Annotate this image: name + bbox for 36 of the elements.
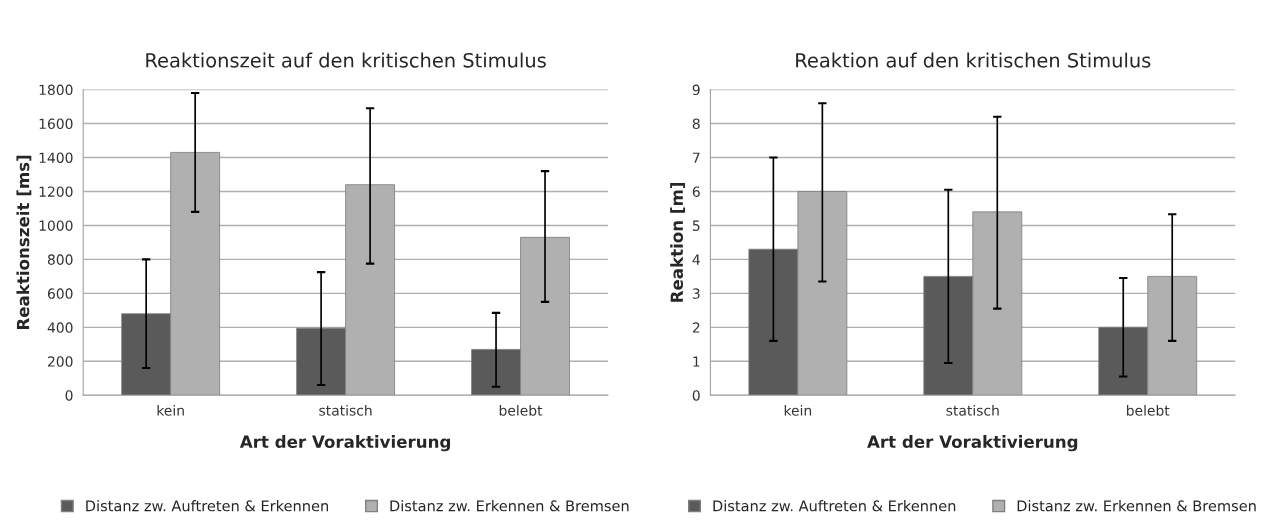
legend-label: Distanz zw. Erkennen & Bremsen <box>390 500 629 512</box>
x-tick-label: statisch <box>946 404 999 416</box>
x-axis-title: Art der Voraktivierung <box>239 435 450 452</box>
y-tick-label: 200 <box>47 356 73 367</box>
y-tick-label: 6 <box>692 186 700 197</box>
legend-label: Distanz zw. Erkennen & Bremsen <box>1017 500 1256 512</box>
x-axis-title: Art der Voraktivierung <box>867 435 1078 452</box>
y-tick-label: 0 <box>65 390 73 401</box>
y-tick-label: 3 <box>692 288 700 299</box>
y-axis-title: Reaktionszeit [ms] <box>16 155 32 330</box>
x-tick-label: belebt <box>1126 404 1170 416</box>
y-axis-title: Reaktion [m] <box>670 182 686 302</box>
y-tick-label: 2 <box>692 322 700 333</box>
x-tick-label: belebt <box>499 404 543 416</box>
y-tick-label: 800 <box>47 254 73 265</box>
legend-label: Distanz zw. Auftreten & Erkennen <box>86 500 328 512</box>
x-tick-label: kein <box>784 404 812 416</box>
y-tick-label: 1 <box>693 356 700 367</box>
chart-title: Reaktion auf den kritischen Stimulus <box>796 52 1151 68</box>
y-tick-label: 1200 <box>39 186 73 197</box>
legend-label: Distanz zw. Auftreten & Erkennen <box>713 500 956 512</box>
x-tick-label: statisch <box>319 404 372 416</box>
y-tick-label: 7 <box>692 152 700 163</box>
y-tick-label: 600 <box>47 288 73 299</box>
y-tick-label: 5 <box>692 220 700 231</box>
chart-title: Reaktionszeit auf den kritischen Stimulus <box>146 52 546 68</box>
y-tick-label: 1000 <box>39 220 73 231</box>
y-tick-label: 0 <box>692 390 700 401</box>
y-tick-label: 9 <box>692 84 700 96</box>
y-tick-label: 1600 <box>39 118 73 130</box>
y-tick-label: 1800 <box>39 84 73 96</box>
x-tick-label: kein <box>157 404 184 416</box>
y-tick-label: 8 <box>692 118 700 130</box>
y-tick-label: 1400 <box>39 152 73 163</box>
y-tick-label: 4 <box>692 254 700 265</box>
y-tick-label: 400 <box>47 322 73 333</box>
